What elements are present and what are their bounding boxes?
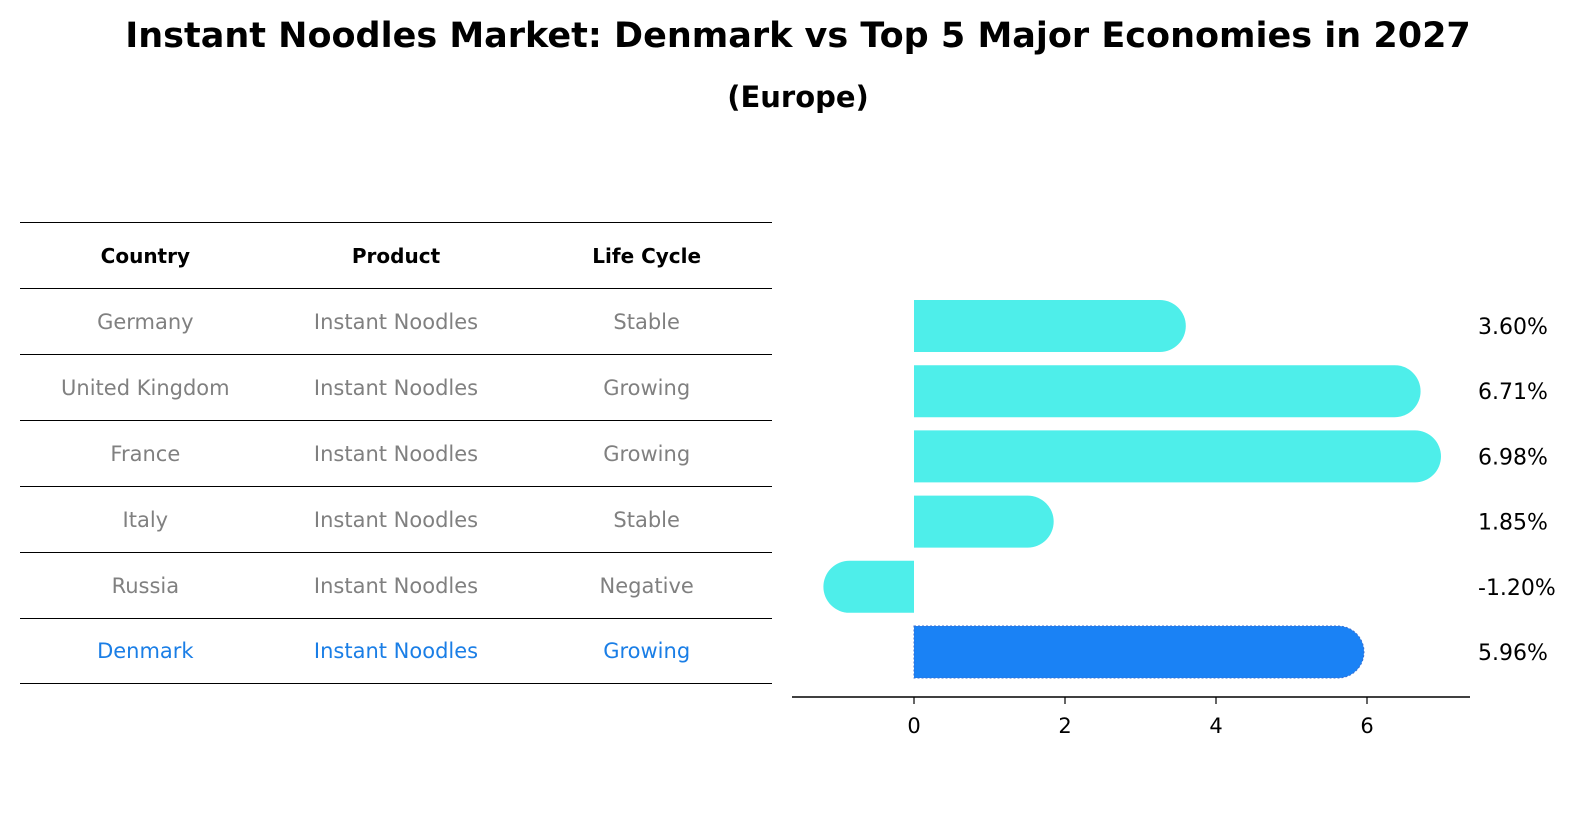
table-row: Italy Instant Noodles Stable: [20, 486, 772, 552]
cell-country: Germany: [97, 309, 194, 334]
chart-subtitle: (Europe): [727, 80, 869, 114]
table-header-row: Country Product Life Cycle: [20, 222, 772, 288]
cell-life-cycle: Growing: [603, 441, 691, 466]
cell-life-cycle: Growing: [603, 639, 691, 663]
cell-life-cycle: Stable: [613, 507, 680, 532]
x-tick-label: 4: [1209, 714, 1222, 738]
bar-denmark: [913, 625, 1365, 679]
data-label: 6.98%: [1478, 445, 1548, 470]
cell-life-cycle: Negative: [599, 573, 694, 598]
table-row: United Kingdom Instant Noodles Growing: [20, 354, 772, 420]
table-row: France Instant Noodles Growing: [20, 420, 772, 486]
cell-life-cycle: Stable: [613, 309, 680, 334]
data-label: -1.20%: [1478, 576, 1556, 601]
x-tick-label: 6: [1360, 714, 1373, 738]
chart-title: Instant Noodles Market: Denmark vs Top 5…: [125, 16, 1471, 56]
data-label: 6.71%: [1478, 380, 1548, 405]
header-product: Product: [351, 243, 441, 268]
cell-product: Instant Noodles: [313, 441, 479, 466]
bar-united-kingdom: [914, 365, 1421, 418]
data-label: 5.96%: [1478, 641, 1548, 666]
cell-country: Denmark: [97, 639, 194, 663]
cell-product: Instant Noodles: [313, 639, 479, 663]
data-table: Country Product Life Cycle Germany Insta…: [20, 222, 772, 684]
x-tick-label: 2: [1058, 714, 1071, 738]
table-row-highlighted: Denmark Instant Noodles Growing: [20, 618, 772, 684]
table-row: Russia Instant Noodles Negative: [20, 552, 772, 618]
cell-country: France: [110, 441, 181, 466]
cell-product: Instant Noodles: [313, 309, 479, 334]
x-tick-label: 0: [907, 714, 920, 738]
cell-life-cycle: Growing: [603, 375, 691, 400]
header-country: Country: [100, 243, 191, 268]
data-label: 3.60%: [1478, 315, 1548, 340]
bar-france: [914, 430, 1441, 483]
bar-russia: [823, 560, 914, 613]
data-label: 1.85%: [1478, 511, 1548, 536]
cell-country: United Kingdom: [61, 375, 230, 400]
cell-country: Italy: [122, 507, 169, 532]
header-life-cycle: Life Cycle: [592, 243, 702, 268]
cell-product: Instant Noodles: [313, 375, 479, 400]
cell-country: Russia: [111, 573, 180, 598]
bar-germany: [914, 300, 1186, 352]
cell-product: Instant Noodles: [313, 573, 479, 598]
cell-product: Instant Noodles: [313, 507, 479, 532]
table-row: Germany Instant Noodles Stable: [20, 288, 772, 354]
bar-italy: [914, 495, 1054, 548]
